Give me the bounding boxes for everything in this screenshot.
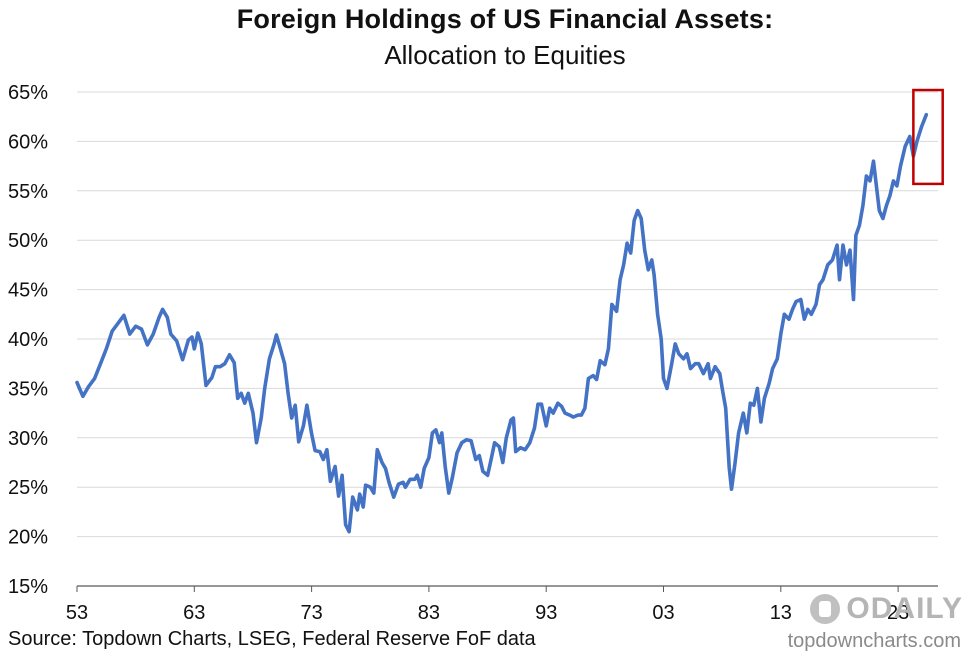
- highlight-group: [912, 88, 944, 186]
- chart-title: Foreign Holdings of US Financial Assets:: [236, 4, 774, 34]
- odaily-logo-icon: [810, 594, 841, 624]
- x-tick-label: 63: [183, 602, 205, 624]
- y-tick-label: 15%: [8, 576, 48, 598]
- series-group: [75, 112, 929, 534]
- highlight-box: [912, 88, 944, 186]
- y-tick-label: 30%: [8, 428, 48, 450]
- watermark-url: topdowncharts.com: [787, 630, 961, 652]
- y-tick-label: 40%: [8, 329, 48, 351]
- x-axis-labels: 53 63 73 83 93 03 13 23: [66, 586, 909, 624]
- x-tick-label: 93: [535, 602, 557, 624]
- x-tick-label: 23: [887, 602, 909, 624]
- y-tick-label: 45%: [8, 280, 48, 302]
- x-tick-label: 13: [770, 602, 792, 624]
- y-tick-label: 20%: [8, 527, 48, 549]
- y-tick-label: 60%: [8, 131, 48, 153]
- x-tick-label: 03: [652, 602, 674, 624]
- series-line: [75, 112, 929, 534]
- source-note: Source: Topdown Charts, LSEG, Federal Re…: [8, 628, 536, 650]
- y-tick-label: 55%: [8, 181, 48, 203]
- y-tick-label: 35%: [8, 378, 48, 400]
- chart-subtitle: Allocation to Equities: [384, 40, 626, 70]
- watermark-logo: ODAILY: [810, 592, 963, 626]
- x-tick-label: 83: [418, 602, 440, 624]
- y-tick-label: 25%: [8, 477, 48, 499]
- x-tick-label: 53: [66, 602, 88, 624]
- gridlines: [77, 91, 938, 587]
- x-tick-label: 73: [300, 602, 322, 624]
- y-tick-label: 65%: [8, 82, 48, 104]
- y-tick-label: 50%: [8, 230, 48, 252]
- watermark-logo-text: ODAILY: [846, 592, 963, 625]
- y-axis-labels: 15% 20% 25% 30% 35% 40% 45% 50% 55% 60% 65%: [8, 82, 48, 598]
